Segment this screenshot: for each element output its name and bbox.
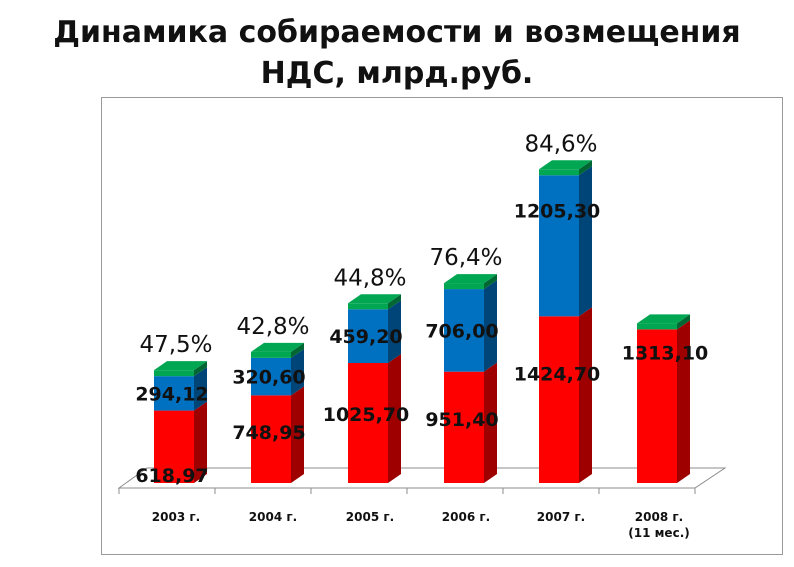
bar-cap-3-side	[484, 274, 497, 290]
bar-refund-3-side	[484, 280, 497, 372]
x-axis-tick-label: 2007 г.	[537, 510, 585, 524]
bar-refund-3-front	[444, 289, 484, 372]
data-label-refund: 294,12	[135, 383, 208, 405]
chart-title: Динамика собираемости и возмещения НДС, …	[0, 12, 794, 94]
bar-refund-2-side	[388, 300, 401, 363]
data-label-refund: 706,00	[425, 320, 498, 342]
data-label-refund: 1205,30	[514, 200, 601, 222]
bar-cap-0-top	[154, 361, 207, 371]
bar-refund-1-side	[291, 348, 304, 396]
bar-cap-5-side	[677, 314, 690, 330]
bar-cap-0-side	[194, 361, 207, 377]
bar-cap-3-top	[444, 274, 497, 284]
data-label-collection: 1424,70	[514, 363, 601, 385]
bar-cap-4-top	[539, 160, 592, 170]
data-label-collection: 748,95	[232, 422, 305, 444]
percent-label: 76,4%	[429, 245, 502, 271]
bar-cap-2-side	[388, 294, 401, 310]
bar-collection-2-front	[348, 362, 388, 483]
x-axis-tick-label: (11 мес.)	[628, 526, 689, 540]
bar-cap-1-top	[251, 342, 304, 352]
data-label-collection: 618,97	[135, 465, 208, 487]
data-label-refund: 459,20	[329, 326, 402, 348]
title-line-2: НДС, млрд.руб.	[260, 56, 534, 91]
bar-collection-1-side	[291, 386, 304, 483]
bar-cap-5-top	[637, 314, 690, 324]
percent-label: 42,8%	[236, 314, 309, 340]
bar-cap-4-side	[579, 160, 592, 176]
x-axis-tick-label: 2008 г.	[635, 510, 683, 524]
bar-collection-3-front	[444, 371, 484, 483]
bar-refund-4-side	[579, 166, 592, 317]
bar-cap-2-top	[348, 294, 401, 304]
bar-cap-1-side	[291, 342, 304, 358]
chart-floor	[117, 467, 727, 489]
bar-cap-5-front	[637, 323, 677, 330]
data-label-collection: 1313,10	[622, 342, 709, 364]
bar-cap-4-front	[539, 169, 579, 176]
chart-frame	[101, 97, 783, 555]
bar-refund-0-front	[154, 376, 194, 411]
x-axis-tick-label: 2003 г.	[152, 510, 200, 524]
bar-refund-0-side	[194, 367, 207, 411]
bar-refund-2-front	[348, 309, 388, 363]
bar-refund-1-front	[251, 357, 291, 396]
bar-cap-3-front	[444, 283, 484, 290]
x-axis-tick-label: 2004 г.	[249, 510, 297, 524]
bar-collection-5-side	[677, 320, 690, 483]
bar-cap-0-front	[154, 370, 194, 377]
data-label-collection: 951,40	[425, 409, 498, 431]
bar-collection-4-side	[579, 307, 592, 483]
x-axis-tick-label: 2005 г.	[346, 510, 394, 524]
bar-collection-4-front	[539, 316, 579, 483]
bar-collection-0-side	[194, 401, 207, 483]
percent-label: 47,5%	[139, 332, 212, 358]
bar-collection-3-side	[484, 362, 497, 483]
bar-collection-5-front	[637, 329, 677, 483]
title-line-1: Динамика собираемости и возмещения	[53, 15, 741, 50]
percent-label: 84,6%	[524, 131, 597, 157]
bar-cap-2-front	[348, 303, 388, 310]
percent-label: 44,8%	[333, 265, 406, 291]
bar-collection-1-front	[251, 395, 291, 483]
bar-collection-2-side	[388, 353, 401, 483]
data-label-refund: 320,60	[232, 367, 305, 389]
x-axis-tick-label: 2006 г.	[442, 510, 490, 524]
bar-collection-0-front	[154, 410, 194, 483]
bar-refund-4-front	[539, 175, 579, 317]
data-label-collection: 1025,70	[323, 404, 410, 426]
bar-cap-1-front	[251, 351, 291, 358]
